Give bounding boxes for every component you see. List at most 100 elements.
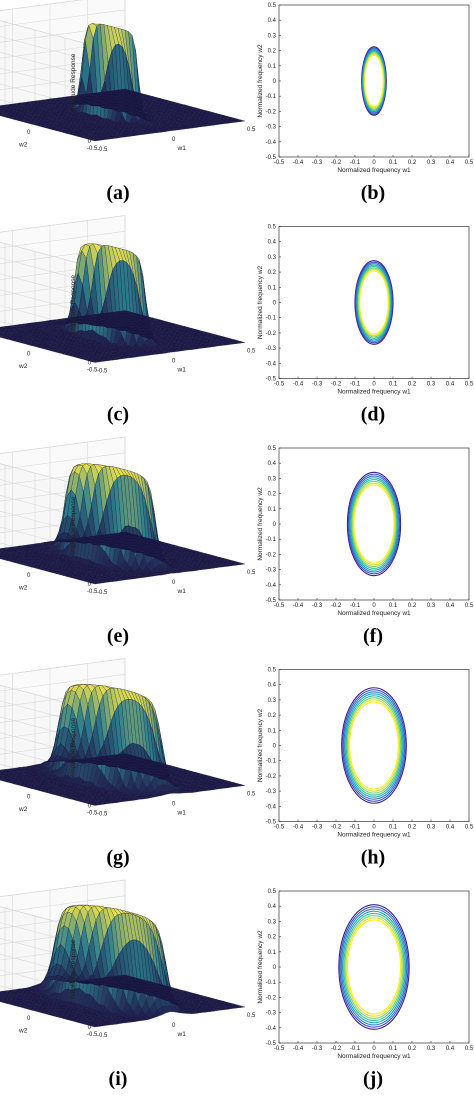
z-gridline	[0, 246, 126, 300]
x-tick-label: -0.4	[293, 603, 304, 609]
x-tick-label: 0.5	[465, 382, 474, 388]
w2-tick-label: 0	[27, 573, 31, 579]
x-tick-label: -0.1	[350, 382, 361, 388]
x-tick-label: 0.3	[427, 382, 436, 388]
y-tick-label: 0.1	[268, 728, 277, 734]
y-tick-label: -0.5	[266, 820, 277, 826]
w1-tick-label: 0	[172, 137, 176, 143]
z-axis-label: Amplitude Response	[70, 275, 77, 335]
y-tick-label: -0.4	[266, 361, 277, 367]
y-axis-label: Normalized frequency w2	[257, 44, 264, 118]
y-tick-label: 0.3	[268, 698, 277, 704]
x-tick-label: 0.3	[427, 825, 436, 831]
y-tick-label: 0.3	[268, 476, 277, 482]
z-axis-label: Amplitude Response	[70, 718, 77, 778]
w1-axis-label: w1	[177, 145, 187, 152]
panel-caption: (b)	[361, 182, 385, 204]
y-tick-label: -0.5	[266, 377, 277, 383]
y-tick-label: -0.2	[266, 109, 277, 115]
w1-tick-label: 0	[172, 580, 176, 586]
panel-caption: (e)	[107, 625, 129, 647]
surface-facet	[120, 310, 129, 312]
x-tick-label: 0.4	[446, 603, 455, 609]
w1-tick-label: -0.5	[97, 369, 108, 375]
y-tick-label: -0.2	[266, 774, 277, 780]
x-tick-label: -0.3	[312, 603, 323, 609]
z-tick-label: 0	[88, 139, 92, 145]
y-tick-label: 0.2	[268, 713, 277, 719]
contour-plot-2: -0.5 -0.4 -0.3 -0.2 -0.1 0 0.1 0.2 0.3 0.4 0.50.50…	[257, 446, 474, 647]
x-tick-label: 0.5	[465, 603, 474, 609]
y-tick-label: -0.1	[266, 316, 277, 322]
y-tick-label: 0.4	[268, 461, 277, 467]
x-tick-label: -0.3	[312, 160, 323, 166]
y-tick-label: -0.5	[266, 155, 277, 161]
y-tick-label: -0.4	[266, 583, 277, 589]
y-tick-label: 0.5	[268, 446, 277, 452]
z-tick-label: 0	[88, 582, 92, 588]
w2-tick-label: 0	[27, 352, 31, 358]
z-gridline	[0, 262, 126, 316]
x-tick-label: 0.2	[408, 825, 417, 831]
x-tick-label: -0.2	[331, 825, 342, 831]
x-tick-label: -0.4	[293, 160, 304, 166]
w1-axis-label: w1	[177, 367, 187, 374]
contour-line	[356, 264, 392, 341]
x-tick-label: 0.4	[446, 382, 455, 388]
contour-line	[359, 270, 389, 335]
x-tick-label: 0.3	[427, 160, 436, 166]
panel-caption: (g)	[106, 847, 129, 869]
contour-line	[364, 54, 384, 108]
x-tick-label: 0.4	[446, 825, 455, 831]
y-tick-label: 0.3	[268, 255, 277, 261]
x-tick-label: -0.5	[274, 160, 285, 166]
w1-tick-label: -0.5	[97, 590, 108, 596]
y-tick-label: -0.3	[266, 125, 277, 131]
y-tick-label: 0.2	[268, 49, 277, 55]
y-tick-label: -0.2	[266, 331, 277, 337]
x-axis-label: Normalized frequency w1	[337, 389, 411, 396]
y-tick-label: -0.1	[266, 759, 277, 765]
x-tick-label: 0	[372, 603, 376, 609]
z-gridline	[0, 0, 96, 47]
contour-line	[354, 260, 394, 345]
y-tick-label: 0.1	[268, 507, 277, 513]
x-tick-label: 0.1	[389, 160, 398, 166]
w1-tick-label: 0	[172, 802, 176, 808]
x-tick-label: 0.4	[446, 160, 455, 166]
contour-plot-3: -0.5 -0.4 -0.3 -0.2 -0.1 0 0.1 0.2 0.3 0.4 0.50.50…	[257, 668, 474, 869]
y-tick-label: 0.4	[268, 683, 277, 689]
w2-tick-label: -0.5	[87, 146, 98, 152]
z-gridline	[0, 9, 126, 63]
y-tick-label: 0.1	[268, 285, 277, 291]
w2-axis-label: w2	[18, 806, 28, 813]
z-axis-label: Amplitude Response	[70, 496, 77, 556]
panel-caption: (c)	[107, 404, 129, 426]
panel-caption: (d)	[361, 404, 385, 426]
w1-tick-label: 0.5	[247, 127, 256, 133]
w2-tick-label: -0.5	[87, 589, 98, 595]
z-gridline	[0, 452, 126, 506]
x-tick-label: 0	[372, 382, 376, 388]
x-tick-label: 0.1	[389, 382, 398, 388]
z-gridline	[0, 215, 126, 268]
contour-line	[357, 267, 391, 338]
y-tick-label: 0.4	[268, 18, 277, 24]
y-tick-label: 0.2	[268, 492, 277, 498]
w2-axis-label: w2	[18, 585, 28, 592]
w1-tick-label: 0.5	[247, 792, 256, 798]
y-tick-label: -0.1	[266, 94, 277, 100]
w1-tick-label: 0	[172, 359, 176, 365]
w2-tick-label: 0	[27, 130, 31, 136]
x-tick-label: -0.1	[350, 603, 361, 609]
y-tick-label: 0.5	[268, 3, 277, 9]
x-axis-label: Normalized frequency w1	[337, 832, 411, 839]
panel-caption: (a)	[106, 182, 129, 204]
w1-tick-label: 0.5	[247, 570, 256, 576]
surface-facet	[120, 88, 129, 91]
y-tick-label: 0	[273, 79, 277, 85]
z-gridline	[0, 25, 126, 78]
contour-line	[355, 263, 393, 342]
w1-axis-label: w1	[177, 588, 187, 595]
